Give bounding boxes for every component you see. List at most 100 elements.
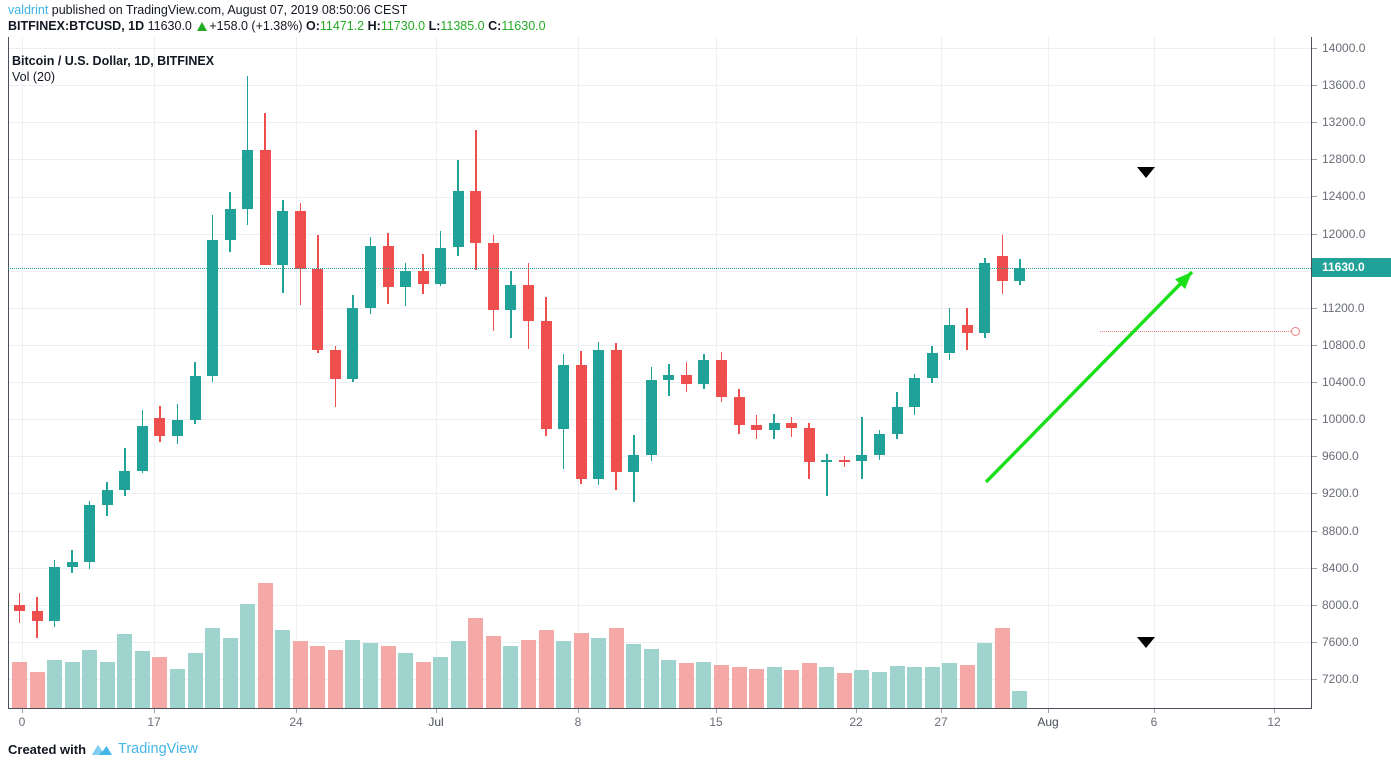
volume-bar xyxy=(468,618,484,708)
candle-body xyxy=(470,190,482,243)
open-value: 11471.2 xyxy=(319,19,365,33)
gridline-horizontal xyxy=(8,159,1311,161)
candle-body xyxy=(417,270,429,284)
candle-body xyxy=(49,566,61,622)
price-axis-tick xyxy=(1312,307,1317,309)
price-axis-tick xyxy=(1312,159,1317,161)
time-axis-tick xyxy=(856,709,857,713)
marker-down-icon[interactable] xyxy=(1137,167,1155,178)
price-axis-label: 12400.0 xyxy=(1322,189,1366,204)
chart-header: valdrint published on TradingView.com, A… xyxy=(0,0,1391,36)
volume-bar xyxy=(626,644,642,708)
candle-body xyxy=(365,245,376,308)
volume-bar xyxy=(942,663,958,708)
volume-bar xyxy=(836,673,852,708)
author-link[interactable]: valdrint xyxy=(8,3,49,17)
price-axis[interactable]: 14000.0 13600.0 13200.0 12800.0 12400.0 12000… xyxy=(1311,37,1391,709)
time-axis-tick xyxy=(154,709,155,713)
volume-bar xyxy=(1012,690,1028,708)
price-axis-tick xyxy=(1312,196,1317,198)
candle-body xyxy=(540,320,552,430)
last-price: 11630.0 xyxy=(147,19,192,33)
volume-bar xyxy=(205,628,221,708)
time-axis-label: 12 xyxy=(1267,715,1281,729)
candle-body xyxy=(979,263,991,333)
time-axis-label: 24 xyxy=(289,715,303,729)
time-axis[interactable]: 0 17 24 Jul 8 15 22 27 Aug 6 12 xyxy=(8,709,1311,735)
candle-body xyxy=(224,209,236,241)
volume-bar xyxy=(380,645,396,708)
gridline-horizontal xyxy=(8,122,1311,124)
price-axis-label: 8800.0 xyxy=(1322,523,1359,538)
candle-body xyxy=(575,365,587,480)
price-axis-label: 9200.0 xyxy=(1322,486,1359,501)
volume-bar xyxy=(363,642,378,708)
volume-bar xyxy=(503,645,519,708)
price-axis-label: 12000.0 xyxy=(1322,226,1366,241)
price-axis-label: 11200.0 xyxy=(1322,300,1365,315)
price-axis-tick xyxy=(1312,567,1317,569)
candle-body xyxy=(944,325,956,354)
current-price-badge[interactable]: 11630.0 xyxy=(1312,258,1391,278)
price-axis-tick xyxy=(1312,530,1317,532)
marker-down-icon[interactable] xyxy=(1137,637,1155,648)
candle-body xyxy=(891,407,903,435)
candle-body xyxy=(14,604,25,612)
volume-bar xyxy=(12,661,27,708)
volume-bar xyxy=(292,641,308,708)
candle-body xyxy=(136,425,148,472)
gridline-horizontal xyxy=(8,493,1311,495)
time-axis-label: Aug xyxy=(1037,715,1059,729)
symbol-label[interactable]: BITFINEX:BTCUSD, 1D xyxy=(8,19,145,33)
candle-body xyxy=(382,245,394,288)
volume-bar xyxy=(731,667,747,708)
chart-legend: Bitcoin / U.S. Dollar, 1D, BITFINEX Vol … xyxy=(12,53,214,85)
candle-body xyxy=(786,422,798,429)
volume-bar xyxy=(924,667,940,708)
candle-wick xyxy=(861,417,863,479)
resistance-line[interactable] xyxy=(1100,331,1293,333)
volume-bar xyxy=(64,661,80,708)
gridline-horizontal xyxy=(8,567,1311,569)
gridline-vertical xyxy=(22,37,23,708)
time-axis-tick xyxy=(1274,709,1275,713)
gridline-horizontal xyxy=(8,679,1311,680)
chart-plot-area[interactable] xyxy=(8,37,1311,708)
candle-body xyxy=(821,460,833,462)
candle-body xyxy=(803,428,815,462)
price-axis-label: 10000.0 xyxy=(1322,412,1366,427)
volume-bar xyxy=(134,651,150,708)
time-axis-tick xyxy=(578,709,579,713)
gridline-horizontal xyxy=(8,307,1311,309)
candle-body xyxy=(873,434,885,456)
price-axis-label: 8000.0 xyxy=(1322,597,1359,612)
tradingview-brand[interactable]: TradingView xyxy=(118,741,198,757)
gridline-horizontal xyxy=(8,233,1311,235)
time-axis-label: 17 xyxy=(147,715,161,729)
candle-body xyxy=(154,418,166,436)
price-axis-tick xyxy=(1312,679,1317,680)
price-axis-label: 10800.0 xyxy=(1322,337,1366,352)
gridline-horizontal xyxy=(8,344,1311,346)
candle-body xyxy=(189,376,201,421)
gridline-horizontal xyxy=(8,641,1311,643)
candle-body xyxy=(733,396,745,425)
price-axis-label: 7200.0 xyxy=(1322,672,1359,686)
candle-body xyxy=(400,270,412,288)
volume-bar xyxy=(310,645,326,708)
close-value: 11630.0 xyxy=(501,19,546,33)
candle-body xyxy=(628,455,640,473)
gridline-horizontal xyxy=(8,85,1311,87)
legend-indicator[interactable]: Vol (20) xyxy=(12,70,56,84)
candle-body xyxy=(242,150,254,210)
publish-line: valdrint published on TradingView.com, A… xyxy=(8,2,1391,18)
gridline-horizontal xyxy=(8,48,1311,49)
volume-bar xyxy=(415,661,431,708)
candle-wick xyxy=(826,454,828,497)
candle-body xyxy=(663,374,675,381)
gridline-horizontal xyxy=(8,419,1311,421)
quote-line: BITFINEX:BTCUSD, 1D 11630.0 +158.0 (+1.3… xyxy=(8,18,1391,35)
resistance-line-handle[interactable] xyxy=(1291,327,1300,337)
candle-body xyxy=(751,424,763,431)
